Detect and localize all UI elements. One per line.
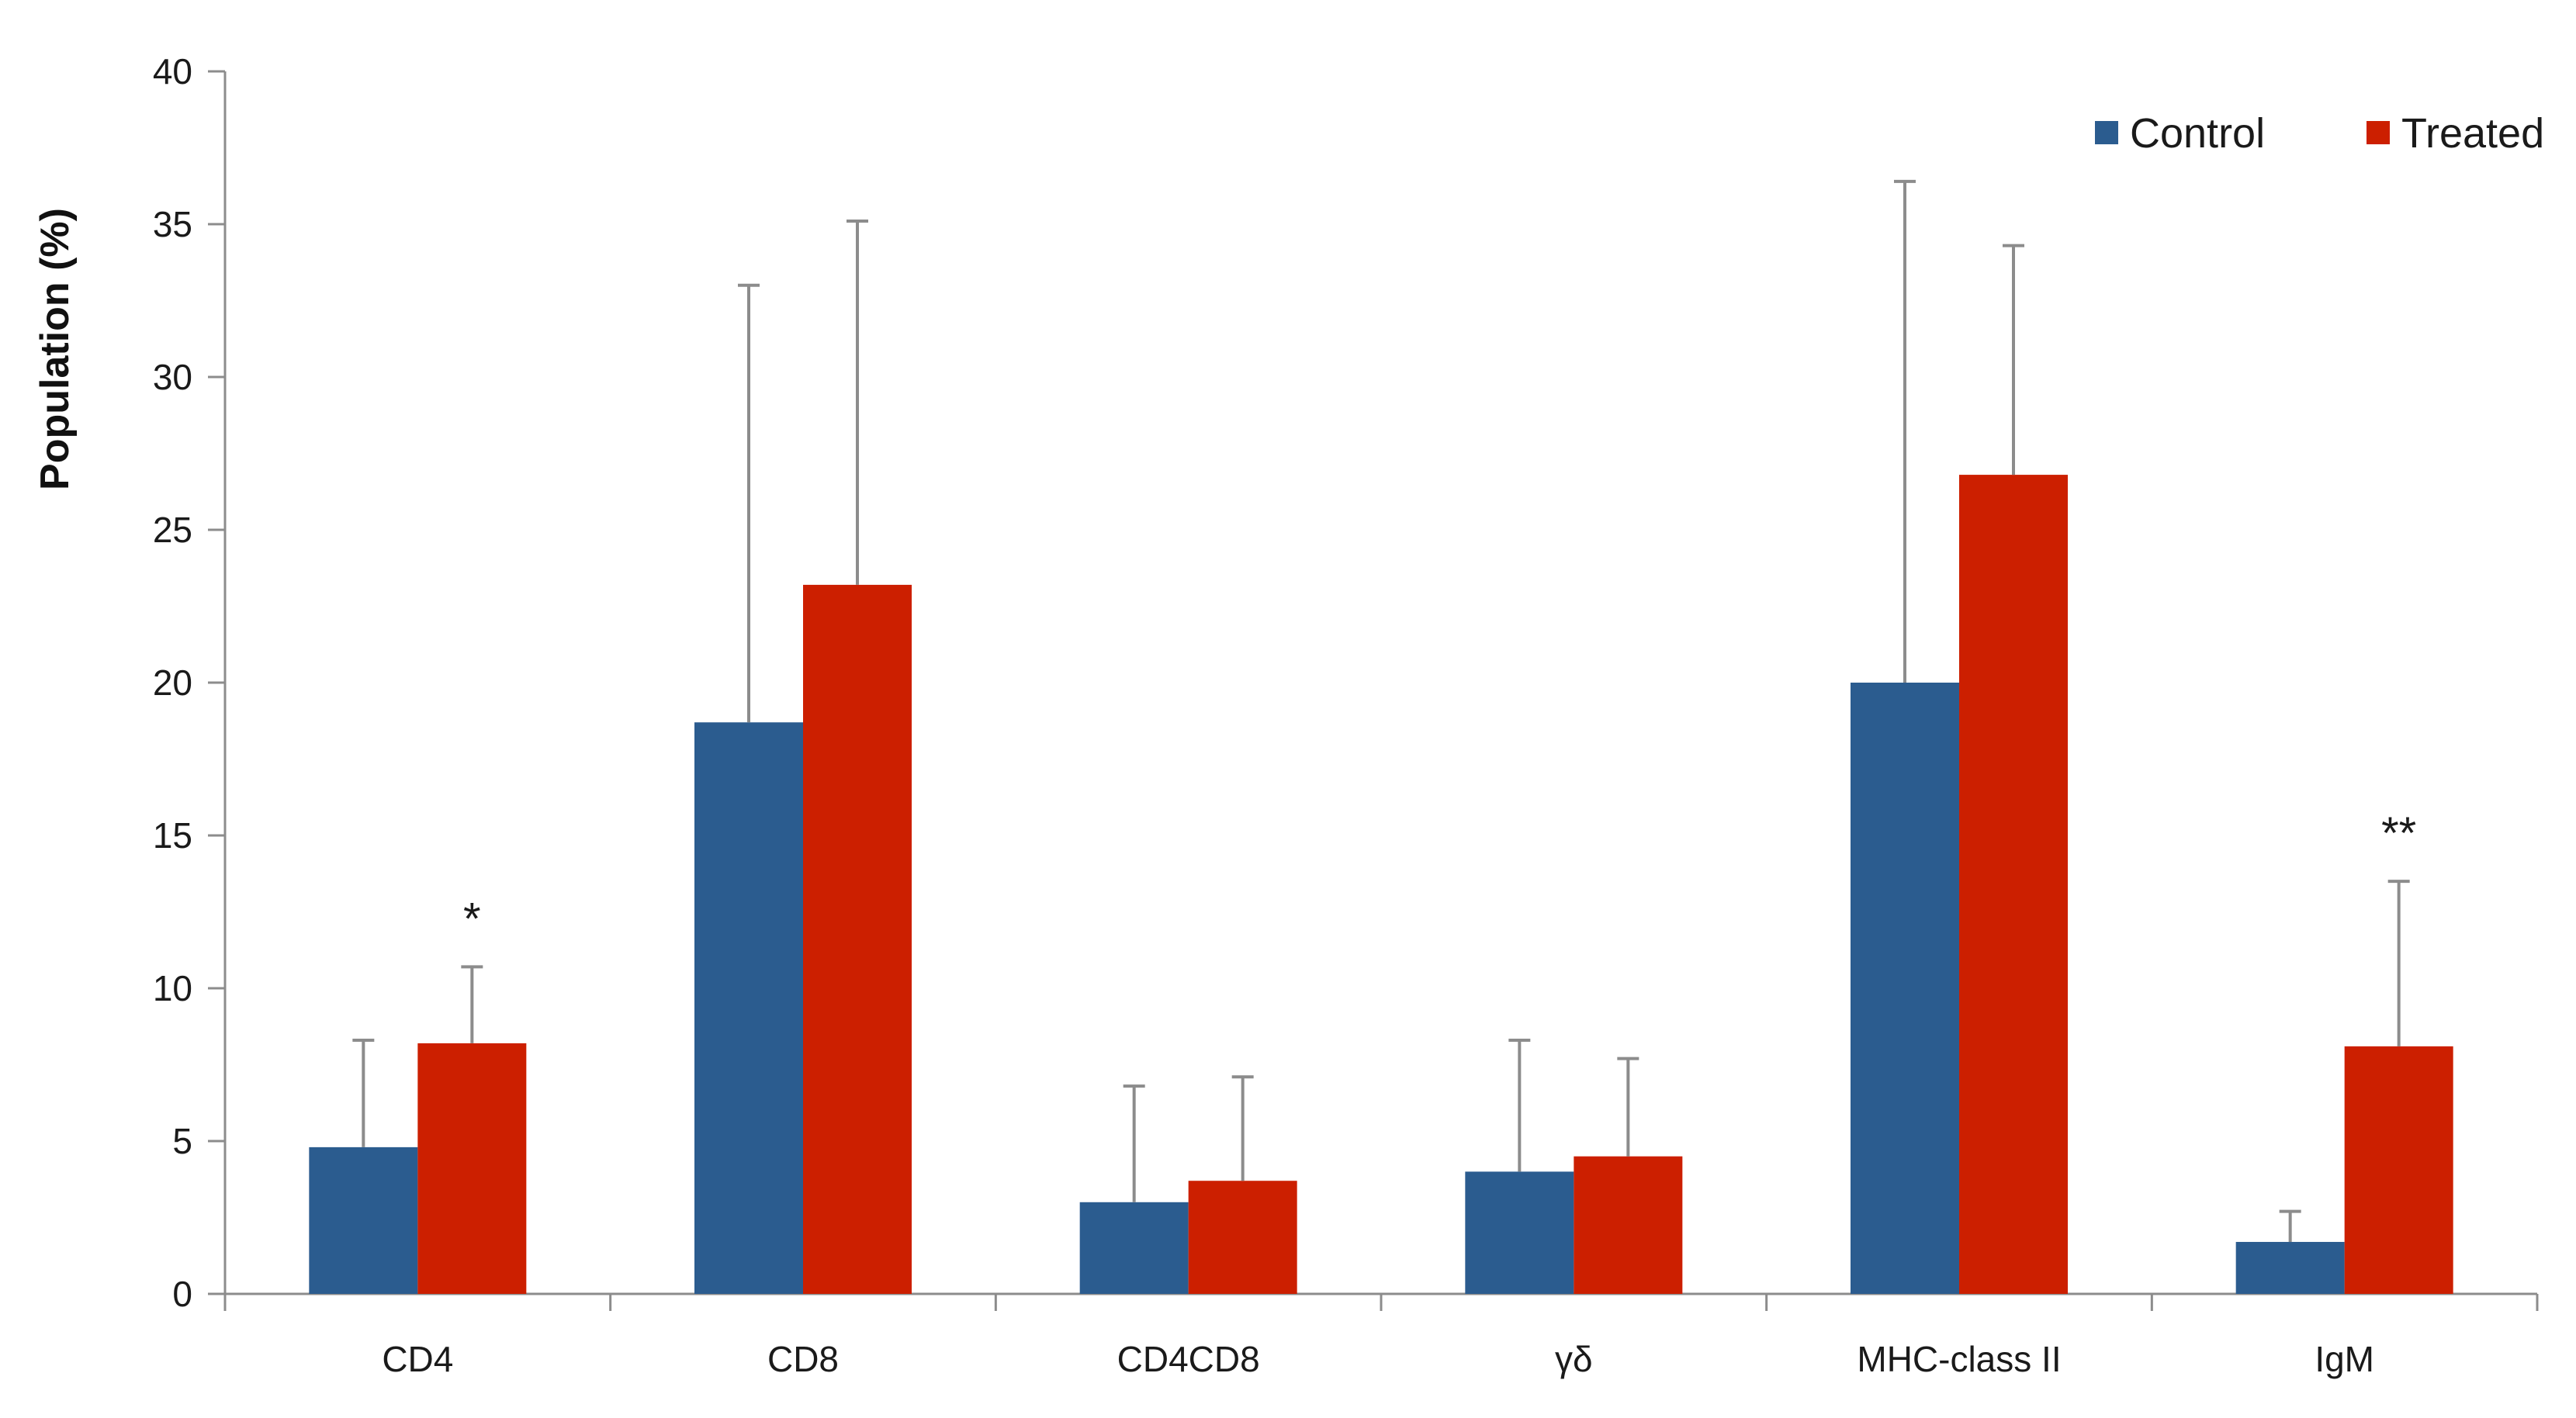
- y-tick-label: 35: [153, 204, 192, 244]
- legend[interactable]: Control Treated: [2095, 110, 2544, 157]
- bar-control-5: [2235, 1242, 2345, 1294]
- y-tick-label: 15: [153, 815, 192, 856]
- y-tick-label: 40: [153, 51, 192, 92]
- bars: [309, 475, 2453, 1294]
- y-tick-label: 25: [153, 510, 192, 550]
- significance-label: **: [2381, 808, 2416, 859]
- bar-control-0: [309, 1147, 418, 1294]
- x-tick-label: CD4CD8: [1117, 1339, 1260, 1379]
- x-tick-label: CD8: [767, 1339, 839, 1379]
- y-tick-label: 20: [153, 662, 192, 703]
- bar-treated-0: [417, 1043, 527, 1294]
- x-tick-label: MHC-class II: [1857, 1339, 2061, 1379]
- bar-control-3: [1465, 1171, 1574, 1294]
- bar-treated-2: [1188, 1181, 1297, 1294]
- legend-item-control[interactable]: Control: [2095, 110, 2265, 157]
- legend-label: Control: [2130, 110, 2265, 157]
- bar-treated-1: [803, 584, 912, 1294]
- bar-control-2: [1079, 1202, 1189, 1294]
- bar-control-4: [1851, 683, 1959, 1294]
- legend-label: Treated: [2401, 110, 2544, 157]
- x-tick-label: IgM: [2315, 1339, 2374, 1379]
- bar-treated-4: [1959, 475, 2068, 1294]
- legend-item-treated[interactable]: Treated: [2367, 110, 2544, 157]
- significance-label: *: [463, 894, 481, 944]
- y-tick-label: 0: [172, 1274, 192, 1314]
- axes: [208, 70, 2539, 1311]
- bar-treated-5: [2344, 1046, 2453, 1294]
- y-tick-label: 30: [153, 357, 192, 397]
- y-tick-label: 10: [153, 968, 192, 1008]
- bar-control-1: [694, 722, 803, 1294]
- legend-swatch: [2367, 121, 2390, 144]
- x-tick-label: CD4: [382, 1339, 453, 1379]
- bar-treated-3: [1574, 1156, 1683, 1294]
- y-tick-label: 5: [172, 1121, 192, 1161]
- error-bars: [352, 179, 2410, 1243]
- legend-swatch: [2095, 121, 2118, 144]
- y-axis-title: Population (%): [33, 208, 78, 490]
- x-tick-label: γδ: [1555, 1339, 1593, 1379]
